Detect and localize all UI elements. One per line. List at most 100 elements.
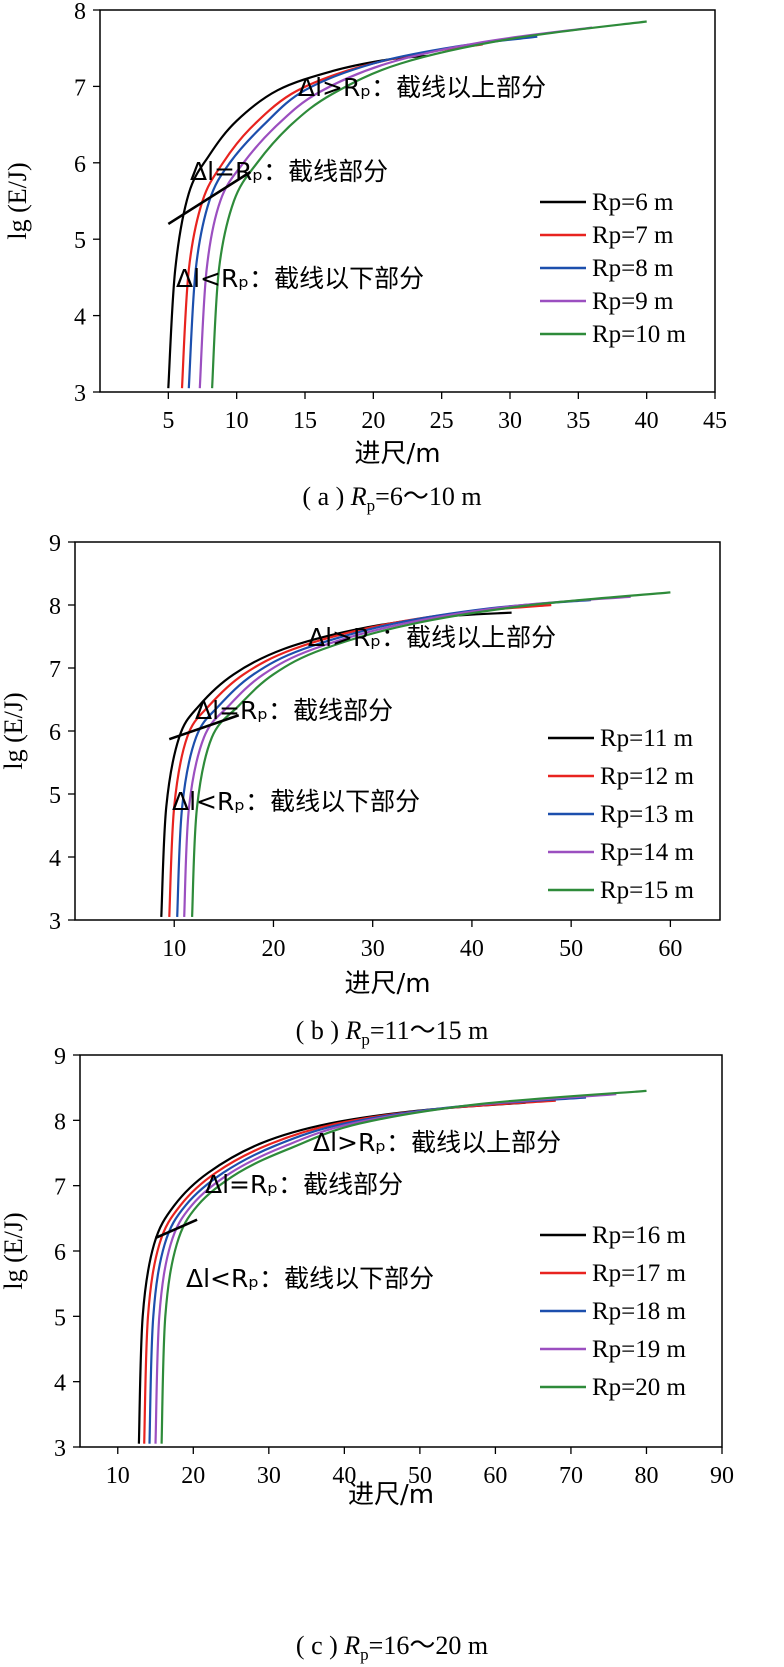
annotation: Δl=Rₚ：截线部分 — [195, 696, 393, 725]
panel-c: 10 20 30 40 50 60 70 80 90 3 4 5 6 7 8 9 进尺/m lg (E/J) Δl>… — [0, 1035, 784, 1667]
y-tick-label: 4 — [54, 1371, 66, 1397]
chart-b: 10 20 30 40 50 60 3 4 5 6 7 8 9 进尺/m lg (E/J) Δl>Rₚ：截线以… — [0, 531, 721, 999]
chart-c: 10 20 30 40 50 60 70 80 90 3 4 5 6 7 8 9 进尺/m lg (E/J) Δl>… — [0, 1044, 734, 1510]
legend-label: Rp=19 m — [592, 1336, 687, 1363]
annotation: Δl<Rₚ：截线以下部分 — [186, 1264, 434, 1293]
caption-c: ( c ) Rp=16～20 m — [295, 1631, 489, 1665]
y-axis-label: lg (E/J) — [0, 1212, 28, 1289]
legend-label: Rp=16 m — [592, 1222, 687, 1249]
y-tick-label: 5 — [74, 228, 86, 254]
legend-label: Rp=18 m — [592, 1298, 687, 1325]
x-tick-label: 40 — [460, 936, 484, 962]
x-tick-label: 45 — [703, 408, 727, 434]
y-tick-label: 9 — [54, 1044, 66, 1070]
series-line — [160, 1089, 647, 1444]
y-tick-label: 4 — [74, 305, 86, 331]
y-axis-label: lg (E/J) — [0, 692, 28, 769]
x-tick-label: 30 — [257, 1463, 281, 1489]
x-tick-label: 20 — [361, 408, 385, 434]
series-line — [198, 26, 593, 389]
y-tick-label: 7 — [54, 1175, 66, 1201]
series-line — [160, 611, 512, 917]
x-tick-label: 15 — [293, 408, 317, 434]
x-tick-label: 40 — [332, 1463, 356, 1489]
x-tick-label: 70 — [559, 1463, 583, 1489]
y-tick-label: 3 — [49, 909, 61, 935]
series-line — [183, 595, 631, 917]
caption-b-symbol: R — [345, 1016, 362, 1045]
x-tick-label: 10 — [225, 408, 249, 434]
x-tick-label: 20 — [261, 936, 285, 962]
caption-c-symbol: R — [344, 1631, 361, 1660]
x-tick-label: 25 — [430, 408, 454, 434]
x-tick-label: 10 — [162, 936, 186, 962]
y-tick-label: 6 — [74, 152, 86, 178]
legend-label: Rp=6 m — [592, 189, 674, 216]
caption-b-label: ( b ) — [295, 1016, 339, 1045]
caption-c-range: =16～20 m — [368, 1631, 489, 1660]
caption-c-label: ( c ) — [295, 1631, 338, 1660]
annotation: Δl>Rₚ：截线以上部分 — [308, 623, 556, 652]
annotation: Δl=Rₚ：截线部分 — [205, 1170, 403, 1199]
x-tick-label: 50 — [408, 1463, 432, 1489]
legend-label: Rp=12 m — [600, 763, 695, 790]
plot-area — [99, 9, 716, 393]
caption-a-range: =6～10 m — [375, 482, 482, 511]
x-tick-label: 30 — [498, 408, 522, 434]
legend-label: Rp=15 m — [600, 877, 695, 904]
caption-a-symbol: R — [350, 482, 367, 511]
panel-b: 10 20 30 40 50 60 3 4 5 6 7 8 9 进尺/m lg (E/J) Δl>Rₚ：截线以… — [0, 520, 784, 1075]
cutoff-line — [155, 1218, 198, 1240]
series-line — [167, 54, 429, 389]
annotation: Δl>Rₚ：截线以上部分 — [313, 1128, 561, 1157]
y-tick-label: 9 — [49, 531, 61, 557]
x-tick-label: 10 — [106, 1463, 130, 1489]
legend-label: Rp=10 m — [592, 321, 687, 348]
x-tick-label: 35 — [566, 408, 590, 434]
cutoff-line — [168, 714, 240, 741]
x-tick-label: 80 — [634, 1463, 658, 1489]
legend-label: Rp=17 m — [592, 1260, 687, 1287]
annotation: Δl=Rₚ：截线部分 — [190, 157, 388, 186]
series-line — [191, 591, 671, 917]
x-tick-label: 40 — [635, 408, 659, 434]
legend-label: Rp=9 m — [592, 288, 674, 315]
y-tick-label: 8 — [74, 0, 86, 25]
x-tick-label: 90 — [710, 1463, 734, 1489]
x-tick-label: 5 — [162, 408, 174, 434]
legend-label: Rp=7 m — [592, 222, 674, 249]
y-tick-label: 3 — [54, 1436, 66, 1462]
legend-label: Rp=14 m — [600, 839, 695, 866]
caption-a-label: ( a ) — [302, 482, 345, 511]
panel-a: 5 10 15 20 25 30 35 40 45 3 4 5 6 7 8 进尺/m lg (E/J) Δl>Rₚ… — [0, 0, 784, 520]
x-axis-label: 进尺/m — [354, 439, 440, 469]
y-tick-label: 5 — [54, 1305, 66, 1331]
legend-label: Rp=8 m — [592, 255, 674, 282]
y-tick-label: 7 — [49, 657, 61, 683]
y-tick-label: 3 — [74, 381, 86, 407]
annotation: Δl<Rₚ：截线以下部分 — [176, 264, 424, 293]
x-tick-label: 50 — [559, 936, 583, 962]
cutoff-line — [167, 170, 252, 226]
x-tick-label: 30 — [361, 936, 385, 962]
series-line — [211, 20, 647, 389]
annotation: Δl>Rₚ：截线以上部分 — [298, 73, 546, 102]
legend-label: Rp=13 m — [600, 801, 695, 828]
x-tick-label: 60 — [483, 1463, 507, 1489]
x-tick-label: 60 — [658, 936, 682, 962]
y-axis-label: lg (E/J) — [3, 162, 32, 239]
annotation: Δl<Rₚ：截线以下部分 — [172, 787, 420, 816]
x-tick-label: 20 — [181, 1463, 205, 1489]
caption-b-range: =11～15 m — [369, 1016, 489, 1045]
y-tick-label: 8 — [49, 594, 61, 620]
caption-b: ( b ) Rp=11～15 m — [295, 1016, 489, 1050]
y-tick-label: 6 — [49, 720, 61, 746]
y-tick-label: 5 — [49, 783, 61, 809]
y-tick-label: 8 — [54, 1109, 66, 1135]
caption-a: ( a ) Rp=6～10 m — [302, 482, 482, 516]
legend-label: Rp=11 m — [600, 725, 694, 752]
y-tick-label: 6 — [54, 1240, 66, 1266]
y-tick-label: 4 — [49, 846, 61, 872]
x-axis-label: 进尺/m — [344, 969, 430, 999]
